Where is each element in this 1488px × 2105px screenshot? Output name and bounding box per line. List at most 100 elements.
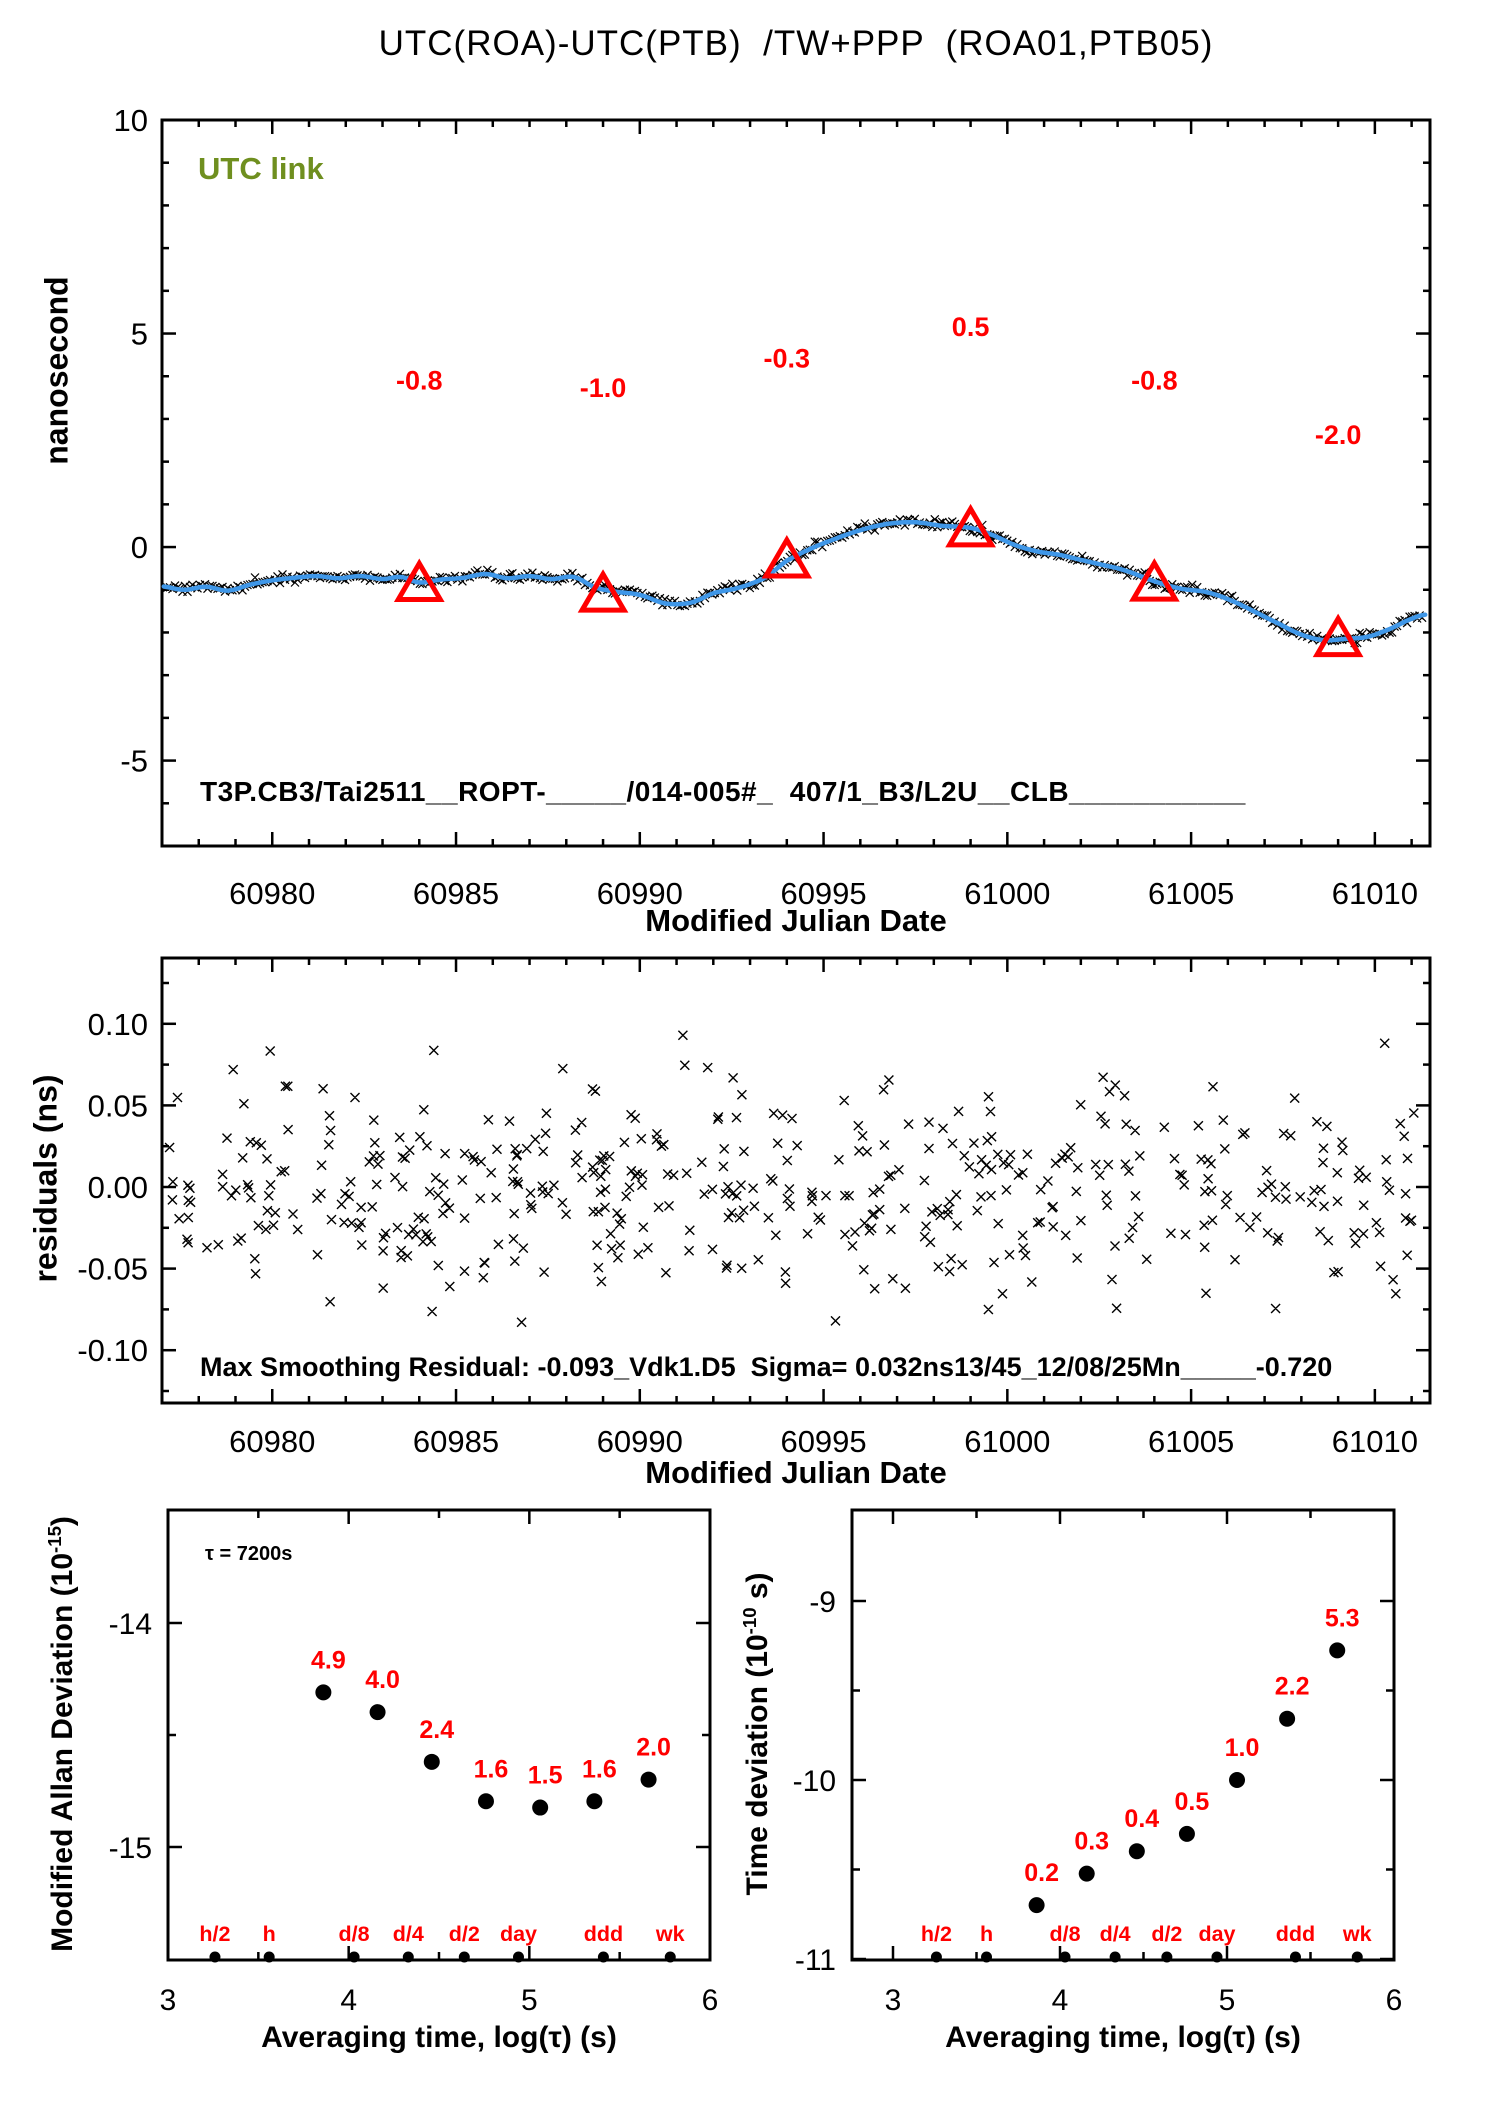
tau-marker-label: d/2 (1151, 1922, 1182, 1946)
y-tick-label: -5 (120, 744, 148, 779)
tau-marker-dot (1211, 1951, 1223, 1963)
y-tick-label: -9 (809, 1586, 836, 1619)
mdev-point-label: 4.9 (311, 1646, 346, 1674)
mdev-point-label: 1.5 (528, 1762, 563, 1790)
tdev-point (1229, 1772, 1246, 1788)
mdev-point (423, 1753, 440, 1770)
y-tick-label: 0.10 (88, 1007, 148, 1042)
x-tick-label: 4 (340, 1984, 357, 2017)
y-tick-label: 0.00 (88, 1170, 148, 1205)
x-tick-label: 60980 (229, 1424, 315, 1459)
tau-marker-dot (348, 1951, 360, 1963)
x-tick-label: 61000 (964, 1424, 1050, 1459)
tau-marker-dot (930, 1951, 942, 1963)
y-tick-label: -14 (109, 1608, 152, 1641)
calibration-value-label: -2.0 (1315, 420, 1362, 450)
calibration-triangle (1312, 613, 1364, 658)
calibration-triangle (577, 569, 629, 613)
calibration-triangle (1128, 558, 1180, 602)
top-panel-xlabel: Modified Julian Date (645, 903, 947, 938)
x-tick-label: 5 (1219, 1984, 1236, 2017)
mdev-point (369, 1704, 386, 1721)
y-tick-label: -11 (795, 1944, 836, 1977)
tau-marker-label: h/2 (921, 1922, 952, 1946)
x-tick-label: 3 (160, 1984, 177, 2017)
calibration-triangle (945, 503, 996, 548)
tdev-point-label: 0.3 (1074, 1828, 1109, 1856)
tdev-xlabel: Averaging time, log(τ) (s) (945, 2021, 1301, 2054)
y-tick-label: 0 (131, 530, 148, 565)
tdev-point-label: 0.5 (1175, 1788, 1210, 1816)
x-tick-label: 61010 (1332, 876, 1418, 911)
mdev-point-label: 2.0 (636, 1734, 671, 1762)
tdev-point-label: 5.3 (1325, 1604, 1360, 1632)
x-tick-label: 60985 (413, 876, 499, 911)
tau-marker-dot (1161, 1951, 1173, 1963)
y-tick-label: -0.05 (77, 1252, 148, 1287)
x-tick-label: 5 (521, 1984, 538, 2017)
tau-marker-label: ddd (1276, 1922, 1315, 1946)
tdev-point (1128, 1843, 1145, 1860)
tau-marker-label: h (980, 1922, 993, 1946)
residuals-xlabel: Modified Julian Date (645, 1455, 947, 1490)
calibration-value-label: -1.0 (580, 373, 627, 403)
smoothed-link-line (161, 519, 1428, 643)
tau-marker-label: ddd (584, 1922, 623, 1946)
tdev-point-label: 1.0 (1225, 1734, 1260, 1762)
tdev-frame (850, 1508, 1396, 1962)
x-tick-label: 60990 (597, 876, 683, 911)
tau-marker-dot (1351, 1951, 1363, 1963)
utc-link-plot-frame (160, 118, 1432, 848)
mdev-point (640, 1771, 657, 1788)
tau-marker-dot (1289, 1951, 1301, 1963)
mdev-point-label: 1.6 (582, 1755, 617, 1783)
y-tick-label: -15 (109, 1832, 152, 1865)
calibration-triangle (393, 558, 445, 603)
tau-marker-label: d/8 (1049, 1922, 1080, 1946)
link-config-annotation: T3P.CB3/Tai2511__ROPT-_____/014-005#_ 40… (200, 776, 1246, 807)
mdev-point (532, 1799, 549, 1816)
x-tick-label: 61005 (1148, 1424, 1234, 1459)
mdev-point-label: 2.4 (419, 1716, 454, 1744)
y-tick-label: -0.10 (77, 1333, 148, 1368)
mdev-point (315, 1684, 332, 1701)
tau-marker-dot (1109, 1951, 1121, 1963)
calibration-value-label: -0.3 (764, 343, 811, 373)
calibration-triangle (761, 535, 813, 579)
tdev-point (1078, 1865, 1095, 1882)
mdev-point-label: 1.6 (474, 1755, 509, 1783)
x-tick-label: 60995 (780, 1424, 866, 1459)
x-tick-label: 61000 (964, 876, 1050, 911)
y-tick-label: 5 (131, 317, 148, 352)
x-tick-label: 60990 (597, 1424, 683, 1459)
calibration-value-label: 0.5 (952, 312, 990, 342)
x-tick-label: 60980 (229, 876, 315, 911)
tdev-point-label: 0.2 (1024, 1859, 1059, 1887)
tau-marker-label: d/8 (339, 1922, 370, 1946)
tau-marker-label: wk (1342, 1922, 1372, 1946)
tau-marker-dot (263, 1951, 275, 1963)
tau-marker-label: h (263, 1922, 276, 1946)
mdev-xlabel: Averaging time, log(τ) (s) (261, 2021, 617, 2054)
y-tick-label: 0.05 (88, 1088, 148, 1123)
calibration-value-label: -0.8 (396, 366, 443, 396)
tau-marker-label: d/2 (449, 1922, 480, 1946)
x-tick-label: 61005 (1148, 876, 1234, 911)
tdev-point-label: 0.4 (1124, 1805, 1159, 1833)
tdev-point (1329, 1642, 1346, 1659)
tau-marker-label: h/2 (199, 1922, 230, 1946)
x-tick-label: 3 (885, 1984, 902, 2017)
figure-title: UTC(ROA)-UTC(PTB) /TW+PPP (ROA01,PTB05) (378, 24, 1214, 63)
y-tick-label: 10 (114, 103, 148, 138)
tdev-point (1178, 1825, 1195, 1842)
tau-marker-dot (981, 1951, 993, 1963)
tau-marker-dot (664, 1951, 676, 1963)
tau-marker-dot (597, 1951, 609, 1963)
tau-marker-dot (402, 1951, 414, 1963)
tau-marker-label: wk (655, 1922, 685, 1946)
tau-marker-label: day (500, 1922, 537, 1946)
tau-marker-dot (512, 1951, 524, 1963)
x-tick-label: 6 (1386, 1984, 1403, 2017)
